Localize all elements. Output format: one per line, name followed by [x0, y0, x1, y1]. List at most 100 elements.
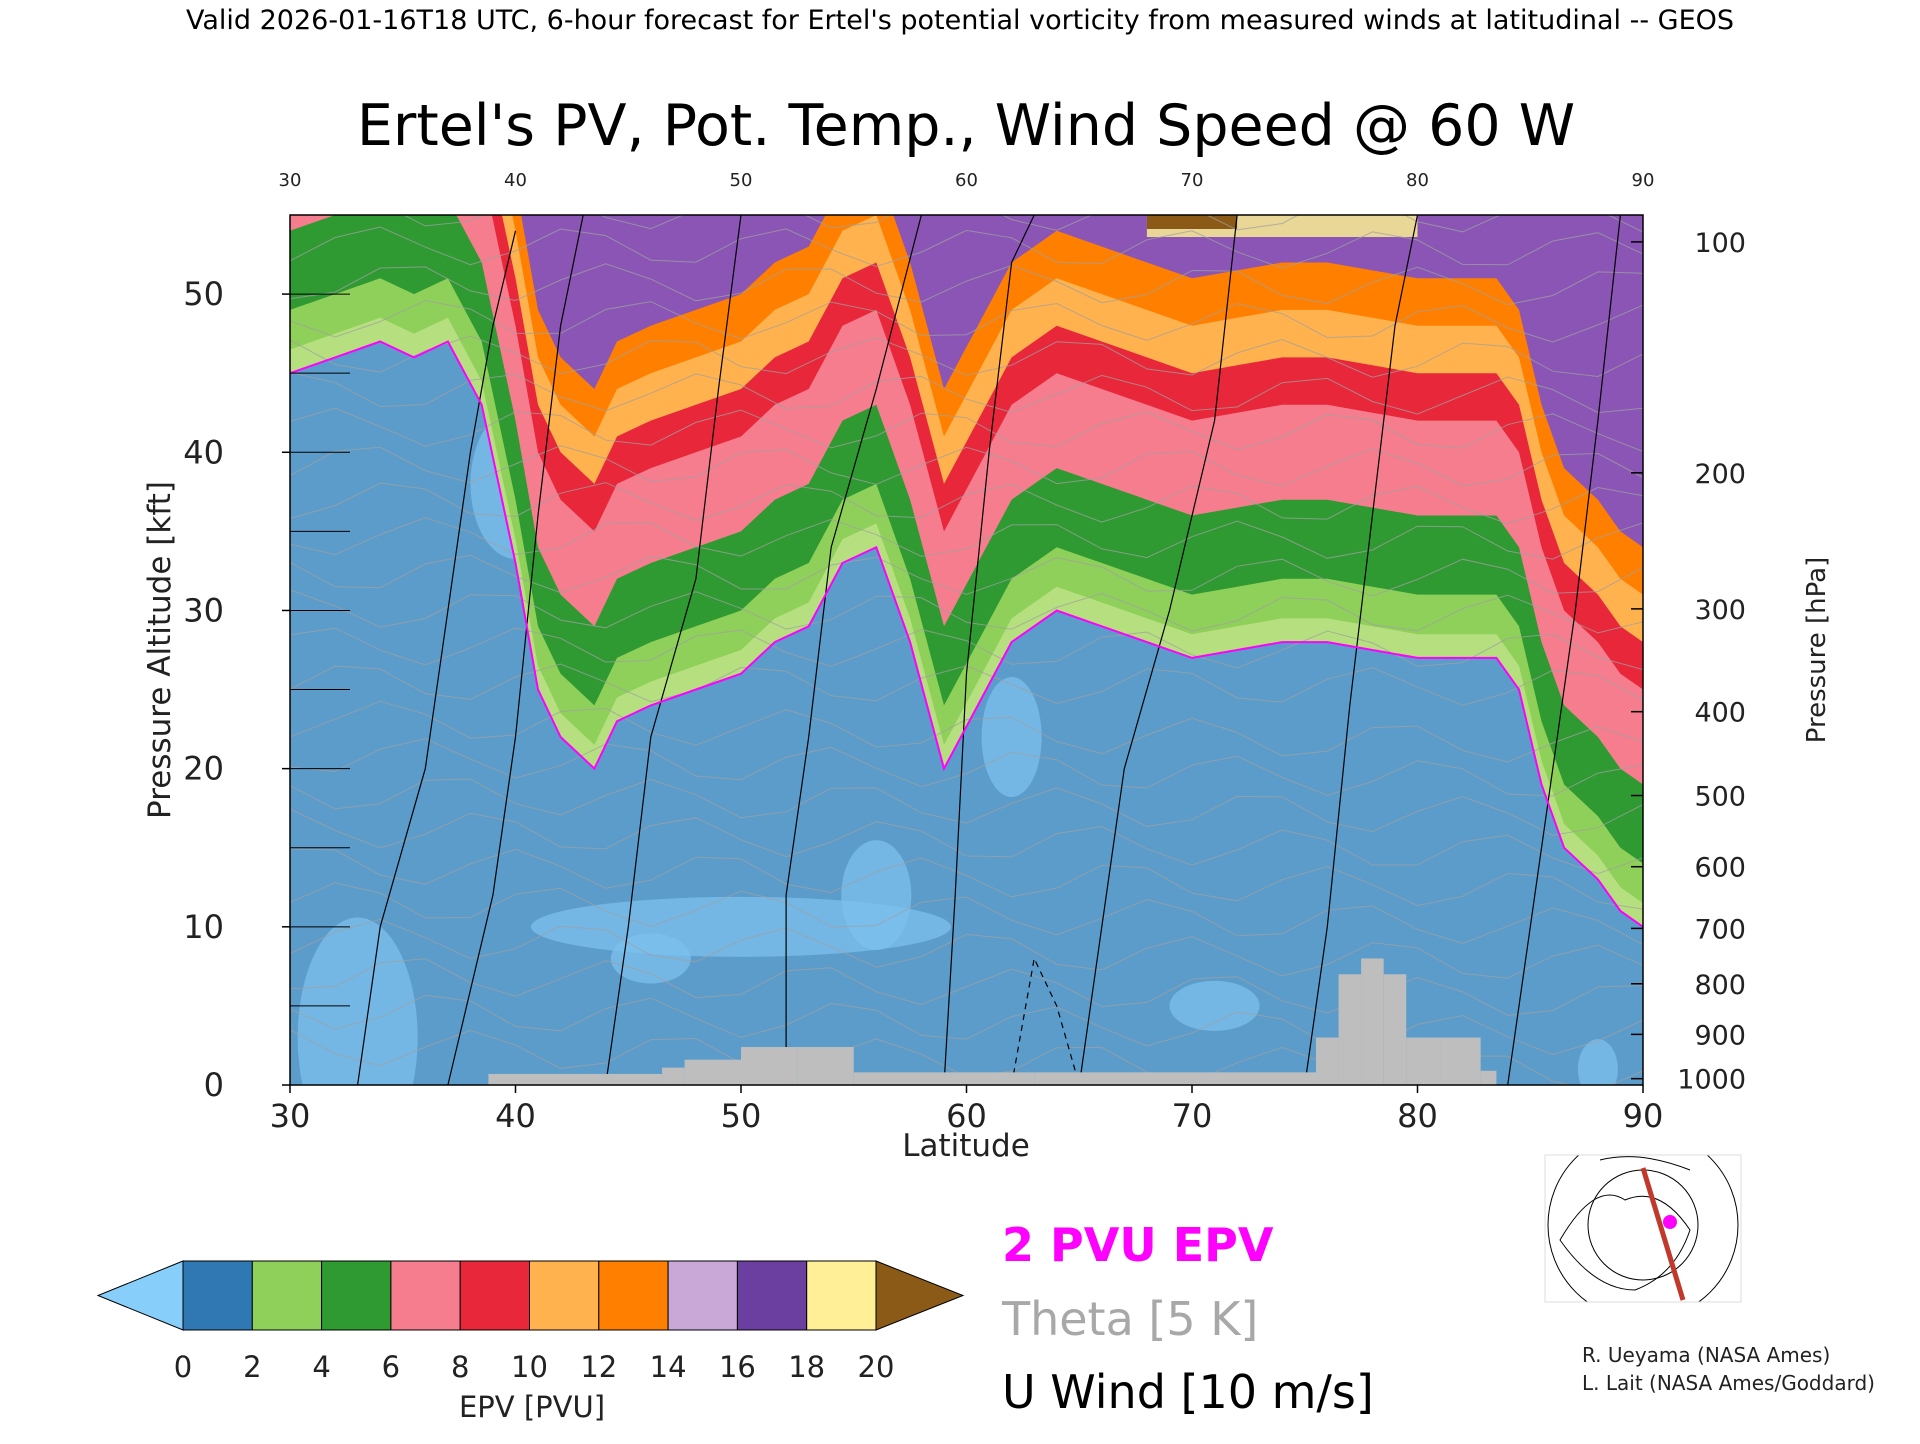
theta-contour	[290, 778, 1643, 836]
y-tick-label: 40	[183, 433, 224, 471]
colorbar-swatch	[806, 1260, 877, 1331]
theta-contour	[290, 407, 1643, 452]
pressure-tick-label: 900	[1694, 1020, 1746, 1051]
top-x-tick-label: 40	[504, 170, 527, 191]
theta-contour	[290, 300, 1643, 343]
colorbar-swatch	[390, 1260, 461, 1331]
theta-contour	[290, 335, 1643, 378]
map-frame	[1544, 1154, 1742, 1303]
legend-pv-label: 2 PVU EPV	[1002, 1218, 1274, 1272]
theta-contour	[290, 848, 1643, 910]
terrain-bar	[1440, 1037, 1481, 1085]
theta-contour	[290, 371, 1643, 415]
theta-contour	[290, 263, 1643, 306]
top-x-tick-label: 50	[730, 170, 753, 191]
y-tick-label: 20	[183, 750, 224, 788]
pv-band-20	[521, 215, 1643, 548]
pressure-tick-label: 800	[1694, 970, 1746, 1001]
map-body	[1547, 1155, 1739, 1302]
colorbar-swatch	[667, 1260, 738, 1331]
locator-map	[1544, 1154, 1742, 1303]
theta-contour	[290, 627, 1643, 671]
credit-line-2: L. Lait (NASA Ames/Goddard)	[1582, 1371, 1875, 1395]
y2-axis-label: Pressure [hPa]	[1802, 557, 1832, 744]
colorbar-tick-label: 12	[580, 1350, 617, 1384]
theta-contour	[290, 958, 1643, 1016]
map-coastline	[1599, 1156, 1691, 1171]
y-axis-label: Pressure Altitude [kft]	[142, 481, 178, 819]
terrain-bar	[1480, 1070, 1497, 1085]
credit-line-1: R. Ueyama (NASA Ames)	[1582, 1343, 1830, 1367]
terrain-bar	[853, 1072, 1035, 1085]
x-tick-label: 90	[1623, 1097, 1664, 1135]
top-x-tick-label: 30	[279, 170, 302, 191]
chart-title: Ertel's PV, Pot. Temp., Wind Speed @ 60 …	[357, 93, 1575, 159]
terrain-bar	[741, 1047, 798, 1085]
x-tick-label: 40	[495, 1097, 536, 1135]
u-wind-contour	[943, 215, 1035, 1085]
colorbar-tick-label: 14	[650, 1350, 687, 1384]
x-tick-label: 50	[721, 1097, 762, 1135]
theta-contour	[290, 663, 1643, 706]
x-axis-label: Latitude	[902, 1128, 1030, 1164]
pressure-tick-label: 400	[1694, 698, 1746, 729]
low-pv-region	[981, 677, 1042, 797]
low-pv-region	[841, 840, 912, 951]
colorbar-tick-label: 10	[511, 1350, 548, 1384]
terrain-bar	[1361, 958, 1384, 1085]
terrain-bar	[1406, 1037, 1441, 1085]
colorbar-tick-label: 18	[788, 1350, 825, 1384]
colorbar-swatch	[182, 1260, 253, 1331]
x-tick-label: 70	[1172, 1097, 1213, 1135]
colorbar-under-arrow	[96, 1260, 184, 1331]
terrain-bar	[684, 1059, 741, 1085]
terrain-bar	[488, 1073, 663, 1085]
y-tick-label: 0	[204, 1066, 224, 1104]
y-tick-label: 30	[183, 591, 224, 629]
header-text: Valid 2026-01-16T18 UTC, 6-hour forecast…	[186, 5, 1734, 36]
legend-theta-label: Theta [5 K]	[1001, 1292, 1258, 1346]
map-section-marker	[1663, 1215, 1677, 1229]
theta-contour	[290, 226, 1643, 269]
colorbar: 0 2 4 6 8 10 12 14 16 18 20	[96, 1260, 965, 1384]
top-x-tick-label: 90	[1632, 170, 1655, 191]
x-tick-label: 60	[946, 1097, 987, 1135]
colorbar-tick-label: 2	[243, 1350, 261, 1384]
colorbar-over-arrow	[875, 1260, 965, 1331]
colorbar-tick-label: 6	[382, 1350, 400, 1384]
terrain-bar	[662, 1067, 685, 1085]
pv-band-16	[512, 215, 1643, 595]
pressure-tick-label: 1000	[1677, 1065, 1746, 1096]
colorbar-tick-label: 0	[174, 1350, 192, 1384]
u-wind-contour	[357, 230, 517, 1085]
terrain-bar	[1383, 974, 1407, 1085]
map-lat-circle	[1587, 1169, 1699, 1281]
y-tick-label: 50	[183, 275, 224, 313]
theta-contour	[290, 808, 1643, 875]
colorbar-swatch	[529, 1260, 600, 1331]
colorbar-label: EPV [PVU]	[459, 1390, 605, 1424]
colorbar-tick-label: 4	[312, 1350, 330, 1384]
theta-contour	[290, 554, 1643, 597]
x-tick-label: 30	[270, 1097, 311, 1135]
u-wind-contour	[605, 215, 742, 1085]
theta-contour	[290, 882, 1643, 946]
low-pv-region	[610, 933, 691, 984]
pv-top-max	[1146, 215, 1238, 229]
map-lat-circle	[1547, 1155, 1739, 1302]
low-pv-region	[1577, 1039, 1618, 1085]
theta-contour	[290, 738, 1643, 797]
map-section-line	[1640, 1167, 1686, 1301]
u-wind-contour	[1507, 215, 1621, 1085]
map-coastline	[1559, 1194, 1691, 1291]
top-x-tick-label: 60	[955, 170, 978, 191]
theta-contour	[290, 445, 1643, 487]
x-tick-label: 80	[1397, 1097, 1438, 1135]
pressure-tick-label: 700	[1694, 914, 1746, 945]
colorbar-swatch	[321, 1260, 392, 1331]
colorbar-swatch	[251, 1260, 323, 1331]
terrain-bar	[797, 1047, 854, 1085]
low-pv-region	[1169, 980, 1260, 1031]
